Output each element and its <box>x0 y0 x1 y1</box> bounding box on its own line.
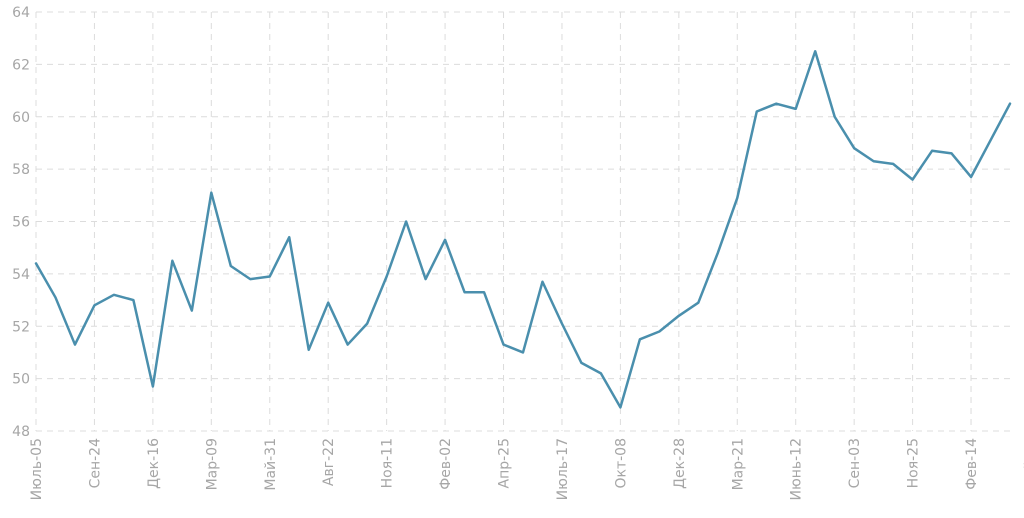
x-tick-label: Фев-02 <box>438 438 454 490</box>
x-tick-label: Июль-17 <box>555 438 571 500</box>
x-tick-label: Окт-08 <box>613 438 629 489</box>
x-tick-label: Сен-24 <box>87 438 103 489</box>
y-tick-label: 54 <box>12 267 30 283</box>
y-tick-label: 62 <box>12 57 30 73</box>
y-axis-ticks: 48 50 52 54 56 58 60 62 64 <box>12 5 30 440</box>
x-tick-label: Авг-22 <box>321 438 337 486</box>
grid <box>35 11 1010 432</box>
x-tick-label: Мар-09 <box>204 438 220 490</box>
x-tick-label: Май-31 <box>263 438 279 491</box>
x-tick-label: Мар-21 <box>730 438 746 490</box>
x-tick-label: Ноя-11 <box>380 438 396 488</box>
y-tick-label: 58 <box>12 162 30 178</box>
y-tick-label: 48 <box>12 424 30 440</box>
y-tick-label: 56 <box>12 215 30 231</box>
series-layer <box>34 50 1012 409</box>
y-tick-label: 64 <box>12 5 30 21</box>
x-tick-label: Июль-05 <box>29 438 45 500</box>
y-tick-label: 50 <box>12 372 30 388</box>
y-tick-label: 52 <box>12 319 30 335</box>
x-tick-label: Июнь-12 <box>789 438 805 501</box>
y-tick-label: 60 <box>12 110 30 126</box>
x-tick-label: Дек-28 <box>672 438 688 489</box>
x-tick-label: Май-08 <box>1022 438 1024 491</box>
x-axis-ticks: Июль-05 Сен-24 Дек-16 Мар-09 Май-31 Авг-22 Ноя… <box>29 438 1024 501</box>
x-tick-label: Ноя-25 <box>906 438 922 488</box>
series-line <box>34 50 1012 409</box>
x-tick-label: Сен-03 <box>847 438 863 488</box>
x-tick-label: Апр-25 <box>497 438 513 488</box>
x-tick-label: Фев-14 <box>964 438 980 490</box>
x-tick-label: Дек-16 <box>146 438 162 489</box>
